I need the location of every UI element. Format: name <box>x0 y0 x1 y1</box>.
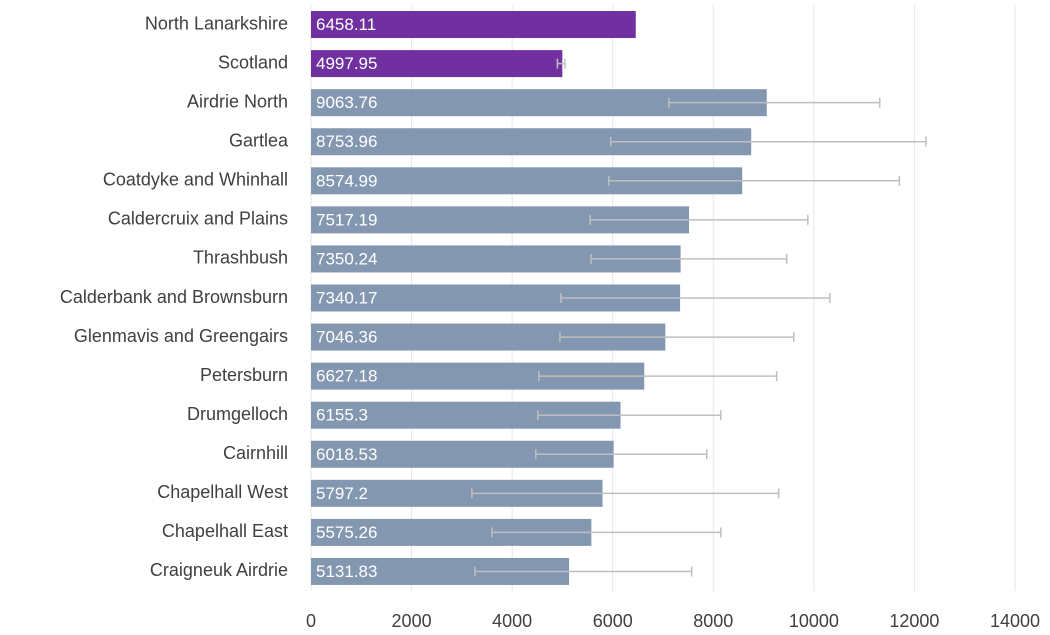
error-bar <box>559 332 795 343</box>
y-tick-label: Petersburn <box>200 365 288 385</box>
y-tick-label: Drumgelloch <box>187 404 288 424</box>
y-tick-label: Caldercruix and Plains <box>108 209 288 229</box>
error-bar <box>556 58 566 69</box>
y-tick-label: Thrashbush <box>193 248 288 268</box>
error-bar <box>589 214 809 225</box>
y-tick-label: Airdrie North <box>187 91 288 111</box>
x-tick-label: 2000 <box>392 611 432 631</box>
error-bar <box>609 136 927 147</box>
value-label: 5797.2 <box>316 484 368 503</box>
value-label: 6018.53 <box>316 445 377 464</box>
x-tick-label: 8000 <box>693 611 733 631</box>
y-tick-label: North Lanarkshire <box>145 13 288 33</box>
y-tick-label: Chapelhall West <box>157 482 288 502</box>
error-bar <box>491 527 722 538</box>
x-tick-label: 10000 <box>789 611 839 631</box>
error-bar <box>668 97 881 108</box>
x-tick-label: 14000 <box>990 611 1040 631</box>
value-label: 5131.83 <box>316 562 377 581</box>
bar <box>311 50 563 78</box>
y-tick-label: Calderbank and Brownsburn <box>60 287 288 307</box>
bar <box>311 11 636 39</box>
value-label: 8753.96 <box>316 132 377 151</box>
x-tick-label: 12000 <box>889 611 939 631</box>
y-tick-label: Glenmavis and Greengairs <box>74 326 288 346</box>
value-label: 5575.26 <box>316 523 377 542</box>
value-label: 7517.19 <box>316 210 377 229</box>
error-bar <box>590 253 788 264</box>
y-tick-label: Cairnhill <box>223 443 288 463</box>
x-tick-label: 0 <box>306 611 316 631</box>
error-bar <box>535 449 708 460</box>
value-label: 6155.3 <box>316 406 368 425</box>
error-bar <box>474 566 693 577</box>
x-tick-label: 4000 <box>492 611 532 631</box>
value-label: 9063.76 <box>316 93 377 112</box>
error-bar <box>560 293 831 303</box>
y-tick-label: Gartlea <box>229 130 289 150</box>
error-bar <box>471 488 780 499</box>
value-label: 8574.99 <box>316 171 377 190</box>
value-label: 6458.11 <box>316 15 376 34</box>
y-tick-label: Chapelhall East <box>162 521 288 541</box>
x-tick-label: 6000 <box>593 611 633 631</box>
value-label: 4997.95 <box>316 54 377 73</box>
error-bar <box>537 410 722 421</box>
error-bar <box>607 175 901 186</box>
value-label: 6627.18 <box>316 367 377 386</box>
value-label: 7046.36 <box>316 328 377 347</box>
y-tick-label: Scotland <box>218 52 288 72</box>
value-label: 7340.17 <box>316 288 377 307</box>
value-label: 7350.24 <box>316 249 377 268</box>
y-tick-label: Craigneuk Airdrie <box>150 560 288 580</box>
y-tick-label: Coatdyke and Whinhall <box>103 170 288 190</box>
error-bar <box>538 371 778 382</box>
